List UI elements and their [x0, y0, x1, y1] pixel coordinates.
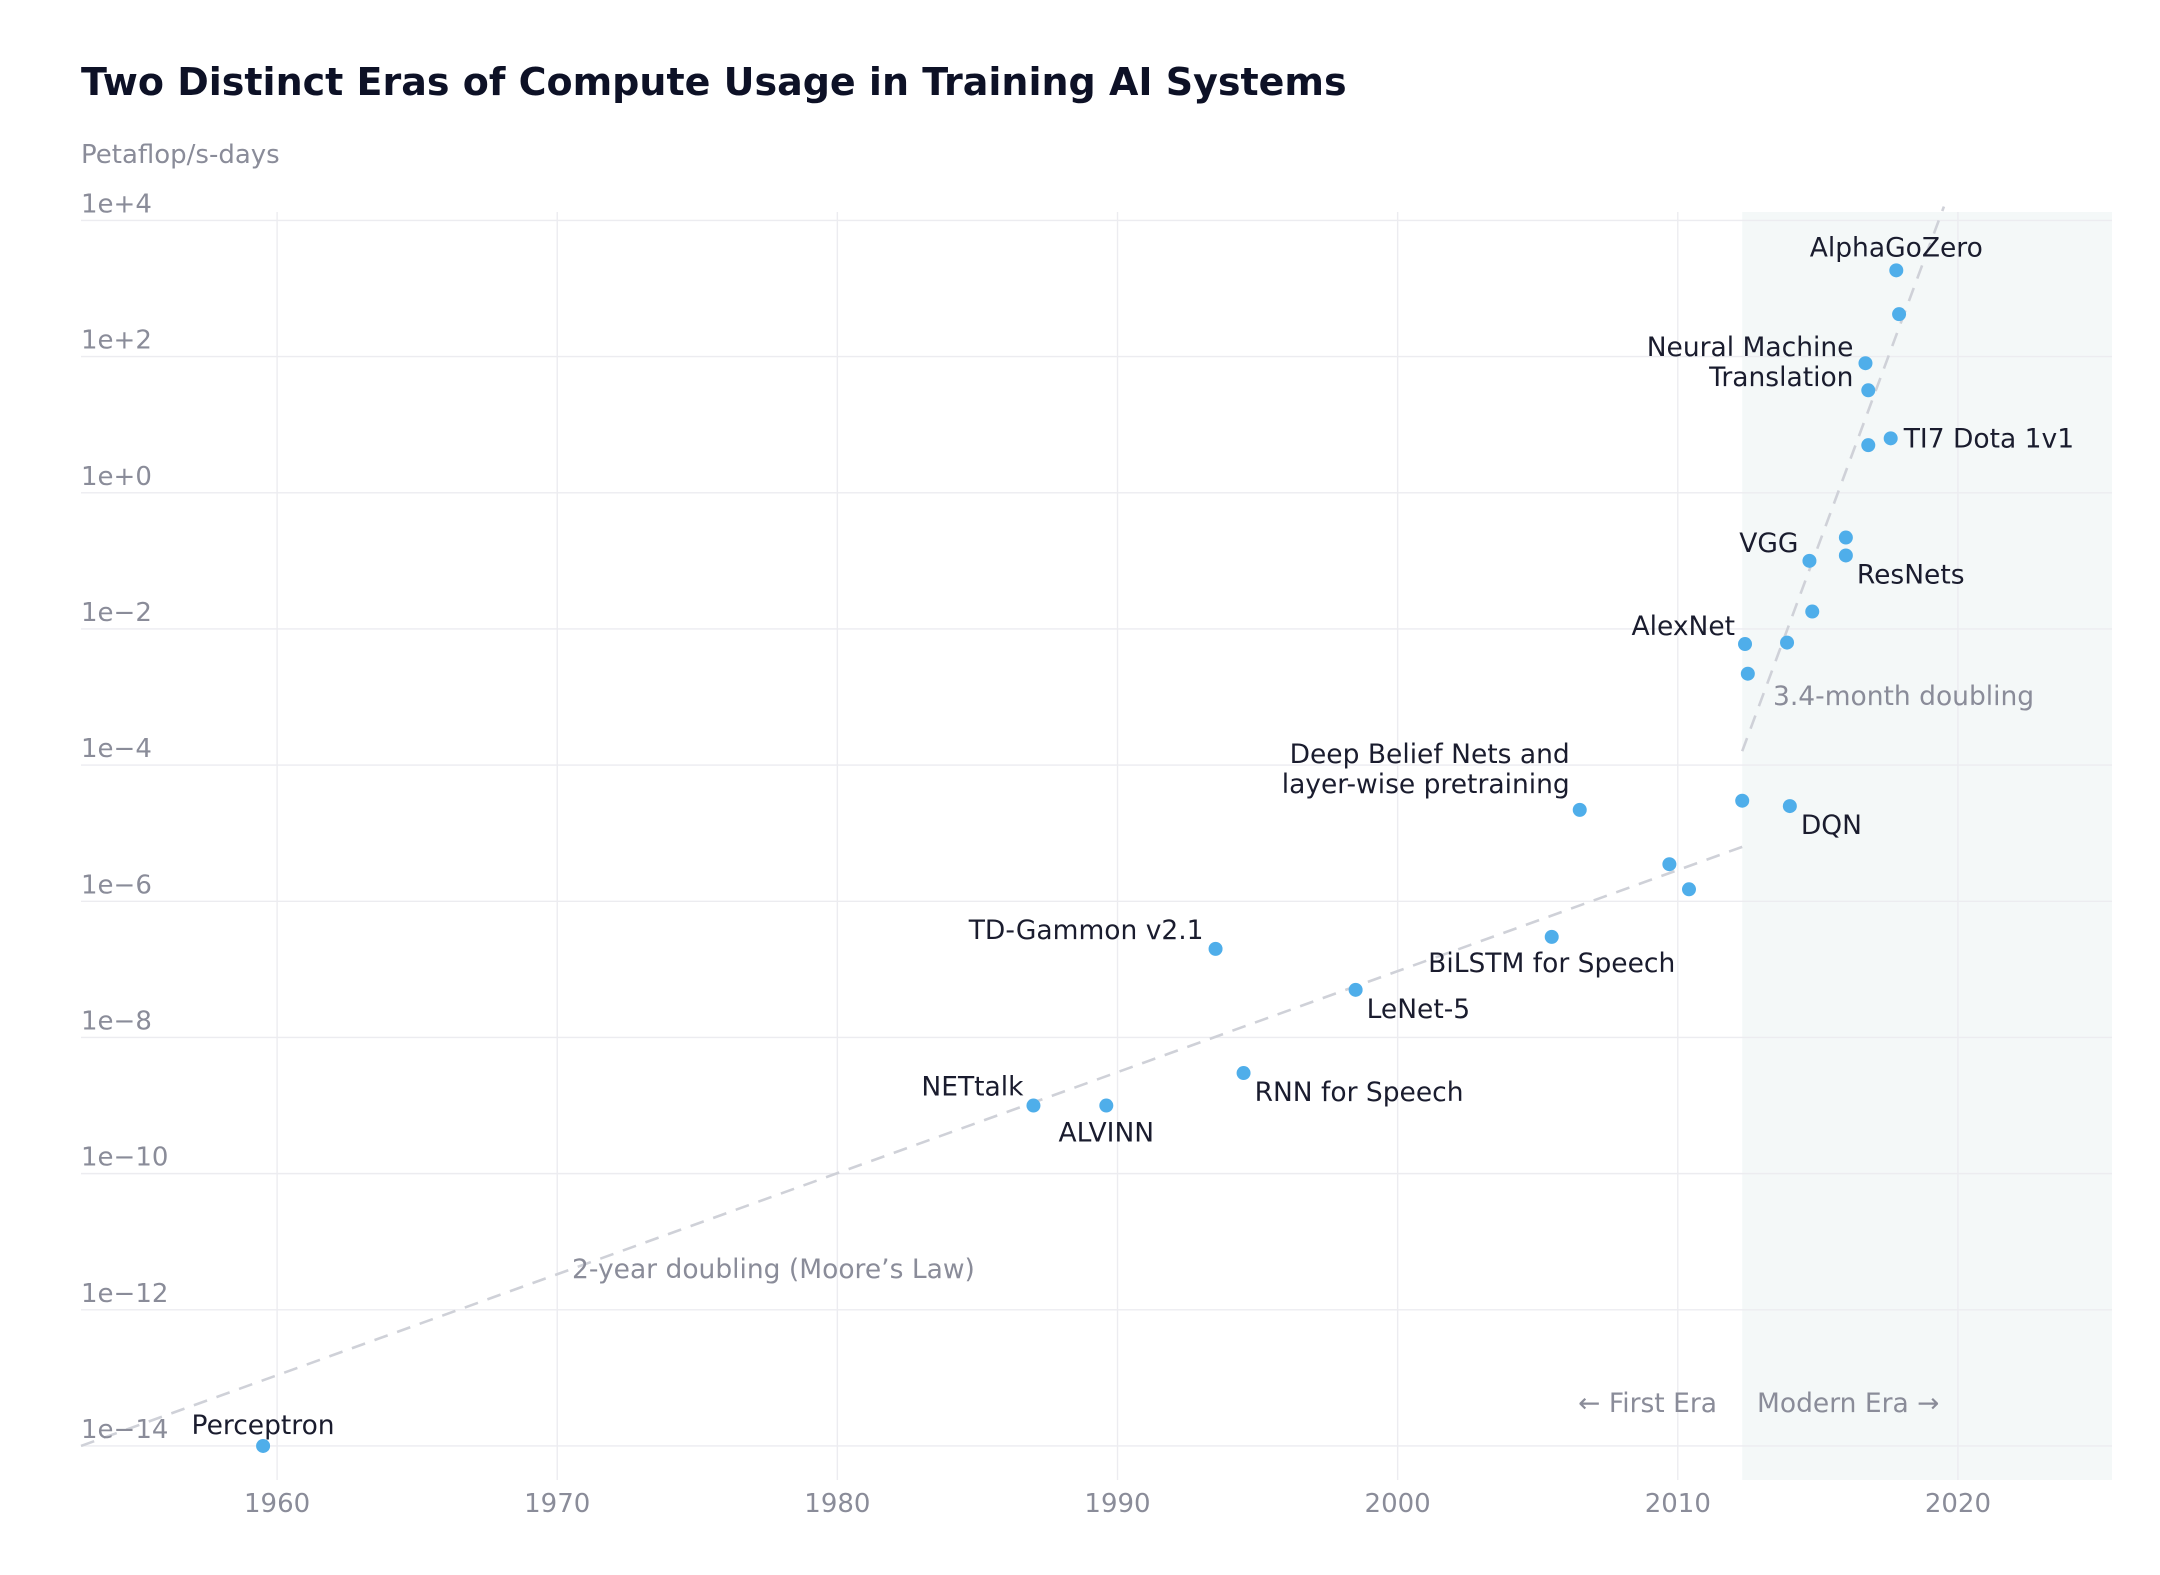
data-point [1026, 1098, 1041, 1113]
moores-law-note: 2-year doubling (Moore’s Law) [572, 1254, 975, 1285]
modern-doubling-note: 3.4-month doubling [1773, 681, 2034, 712]
data-point [1544, 929, 1559, 944]
x-tick-label: 1960 [244, 1489, 310, 1519]
trend-line [80, 845, 1743, 1448]
x-tick-label: 2000 [1365, 1489, 1431, 1519]
data-point [1889, 263, 1904, 278]
data-point [1861, 383, 1876, 398]
data-point [1892, 307, 1907, 322]
data-point [1236, 1066, 1251, 1081]
data-point [1208, 941, 1223, 956]
axis-ticks: 1960 1970 1980 1990 2000 2010 2020 1e+4 1e+2 1e+0… [81, 189, 1991, 1519]
data-point [1858, 356, 1873, 371]
x-tick-label: 1970 [524, 1489, 590, 1519]
y-tick-label: 1e−6 [81, 870, 152, 900]
annotations: 2-year doubling (Moore’s Law) 3.4-month d… [572, 681, 2034, 1419]
chart-title: Two Distinct Eras of Compute Usage in Tr… [81, 60, 1347, 104]
x-tick-label: 1980 [804, 1489, 870, 1519]
point-label: ALVINN [1059, 1118, 1155, 1149]
data-point [1735, 793, 1750, 808]
data-point [1099, 1098, 1114, 1113]
point-label: Perceptron [192, 1410, 335, 1441]
x-tick-label: 1990 [1084, 1489, 1150, 1519]
y-tick-label: 1e−12 [81, 1279, 168, 1309]
point-label: AlexNet [1631, 611, 1735, 642]
first-era-label: ← First Era [1578, 1388, 1717, 1419]
data-point [1572, 802, 1587, 817]
data-point [1805, 604, 1820, 619]
point-label: DQN [1801, 810, 1862, 841]
point-label: Deep Belief Nets and layer-wise pretraini… [1282, 739, 1570, 800]
trend-lines [80, 206, 1946, 1448]
data-point [1883, 431, 1898, 446]
point-label: Neural Machine Translation [1647, 332, 1854, 393]
point-label: TD-Gammon v2.1 [968, 915, 1204, 946]
y-tick-label: 1e−4 [81, 734, 152, 764]
trend-line [1740, 206, 1946, 752]
point-labels: Perceptron NETtalk ALVINN TD-Gammon v2.1 RNN… [192, 232, 2075, 1441]
y-axis-label: Petaflop/s-days [81, 140, 280, 170]
y-tick-label: 1e+2 [81, 326, 152, 356]
gridlines [81, 212, 2112, 1480]
data-point [1348, 982, 1363, 997]
y-tick-label: 1e−10 [81, 1143, 168, 1173]
point-label: AlphaGoZero [1810, 232, 1983, 263]
point-label: LeNet-5 [1367, 994, 1471, 1025]
point-label: RNN for Speech [1255, 1077, 1464, 1108]
x-tick-label: 2010 [1645, 1489, 1711, 1519]
data-point [1782, 799, 1797, 814]
point-label: BiLSTM for Speech [1428, 948, 1675, 979]
point-label: ResNets [1857, 559, 1965, 590]
y-tick-label: 1e−8 [81, 1006, 152, 1036]
data-point [1802, 553, 1817, 568]
data-point [1681, 882, 1696, 897]
point-label: NETtalk [921, 1072, 1024, 1103]
data-point [1740, 666, 1755, 681]
data-point [256, 1438, 271, 1453]
data-points [256, 263, 1907, 1453]
point-label: VGG [1739, 528, 1798, 559]
data-point [1838, 548, 1853, 563]
data-point [1838, 530, 1853, 545]
data-point [1662, 857, 1677, 872]
point-label: TI7 Dota 1v1 [1903, 423, 2074, 454]
data-point [1780, 635, 1795, 650]
modern-era-label: Modern Era → [1757, 1388, 1939, 1419]
y-tick-label: 1e−2 [81, 598, 152, 628]
data-point [1861, 438, 1876, 453]
y-tick-label: 1e+0 [81, 462, 152, 492]
x-tick-label: 2020 [1925, 1489, 1991, 1519]
modern-era-region [1742, 212, 2112, 1480]
y-tick-label: 1e+4 [81, 189, 152, 219]
y-tick-label: 1e−14 [81, 1415, 168, 1445]
data-point [1738, 637, 1753, 652]
